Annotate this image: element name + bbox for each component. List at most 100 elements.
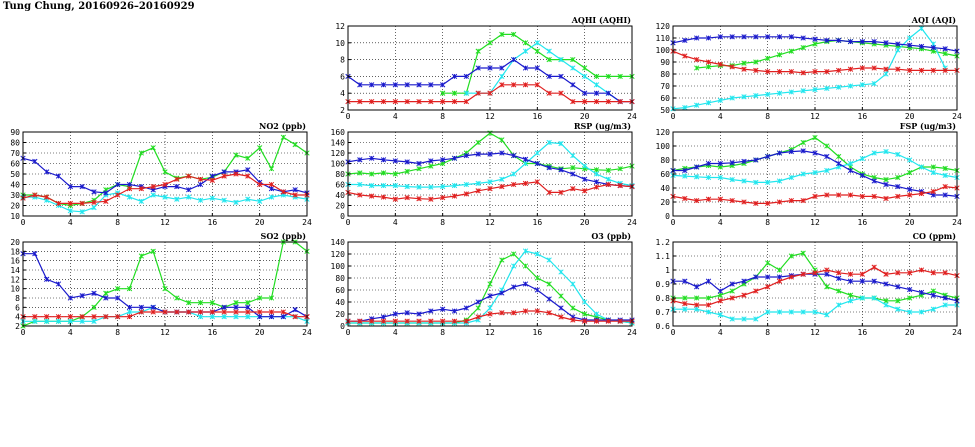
data-point-red [883,66,889,72]
data-point-blue [883,40,889,46]
x-tick-label: 12 [810,112,820,121]
data-point-blue [765,274,771,280]
data-point-red [753,67,759,74]
data-point-green [245,300,251,306]
data-point-blue [257,314,263,320]
data-point-red [942,183,948,190]
data-point-red [233,309,239,315]
data-point-red [475,314,481,320]
data-point-red [463,98,469,105]
data-point-cyan [871,80,877,87]
data-point-blue [511,284,517,290]
data-point-blue [847,38,854,45]
data-point-green [593,73,600,80]
data-point-green [800,139,806,146]
data-point-green [836,153,842,160]
data-point-red [475,188,481,194]
y-tick-label: 18 [10,247,20,256]
data-point-red [682,53,688,59]
data-point-blue [428,308,434,314]
y-tick-label: 80 [660,156,670,165]
data-point-red [404,194,410,201]
x-tick-label: 16 [533,112,543,121]
data-point-blue [741,158,747,165]
data-point-cyan [257,198,263,204]
data-point-red [257,309,263,315]
x-tick-label: 8 [765,112,770,121]
data-point-cyan [741,178,747,184]
data-point-red [907,192,913,198]
data-point-red [942,270,948,276]
data-point-cyan [741,94,747,100]
x-tick-label: 12 [160,218,170,227]
data-point-blue [930,292,936,298]
data-point-cyan [871,295,877,301]
x-tick-label: 16 [858,112,868,121]
data-point-green [836,288,842,294]
data-point-red [930,188,936,195]
data-point-cyan [682,173,688,179]
y-tick-label: 100 [331,262,346,271]
data-point-red [717,196,723,202]
data-point-blue [392,158,398,164]
data-point-green [233,300,239,306]
y-tick-label: 90 [10,128,20,137]
data-point-cyan [717,312,723,318]
x-tick-label: 0 [346,112,351,121]
data-point-red [404,318,410,324]
data-point-red [138,186,144,192]
data-point-red [546,90,552,96]
data-point-red [546,189,552,196]
data-point-blue [428,158,434,164]
y-tick-label: 100 [656,46,671,55]
y-tick-label: 4 [15,313,20,322]
y-tick-label: 60 [335,286,345,295]
data-point-red [582,318,588,324]
data-point-red [729,197,735,204]
data-point-blue [534,287,540,293]
y-tick-label: 40 [335,191,345,200]
data-point-green [499,31,505,38]
data-point-green [280,134,286,140]
data-point-blue [717,288,723,294]
data-point-cyan [824,312,830,318]
data-point-red [558,90,564,96]
data-point-blue [392,311,398,317]
x-tick-label: 4 [718,112,723,121]
chart-title: RSP (ug/m3) [574,121,631,131]
x-tick-label: 16 [858,218,868,227]
data-point-green [369,171,375,177]
data-point-green [197,300,204,306]
data-point-red [765,68,771,75]
data-point-cyan [847,83,854,89]
data-point-red [942,67,948,74]
data-point-cyan [765,179,771,186]
data-point-cyan [765,91,771,98]
x-tick-label: 8 [440,112,445,121]
data-point-green [800,250,806,256]
y-tick-label: 140 [331,139,346,148]
data-point-red [268,181,275,188]
data-point-blue [788,34,794,40]
data-point-cyan [392,182,398,189]
y-tick-label: 120 [331,250,346,259]
data-point-red [883,195,889,202]
chart-title: AQHI (AQHI) [571,15,632,25]
x-tick-label: 4 [393,328,398,337]
data-point-blue [729,34,735,40]
data-point-cyan [907,35,913,41]
data-point-cyan [209,195,215,201]
data-point-blue [404,159,410,165]
data-point-blue [534,160,540,167]
data-point-red [570,317,576,323]
data-point-red [871,65,877,71]
data-point-red [404,98,410,105]
data-point-blue [103,190,109,196]
data-point-blue [511,56,517,63]
data-point-blue [380,157,387,163]
data-point-blue [800,35,806,41]
y-tick-label: 1 [665,266,670,275]
